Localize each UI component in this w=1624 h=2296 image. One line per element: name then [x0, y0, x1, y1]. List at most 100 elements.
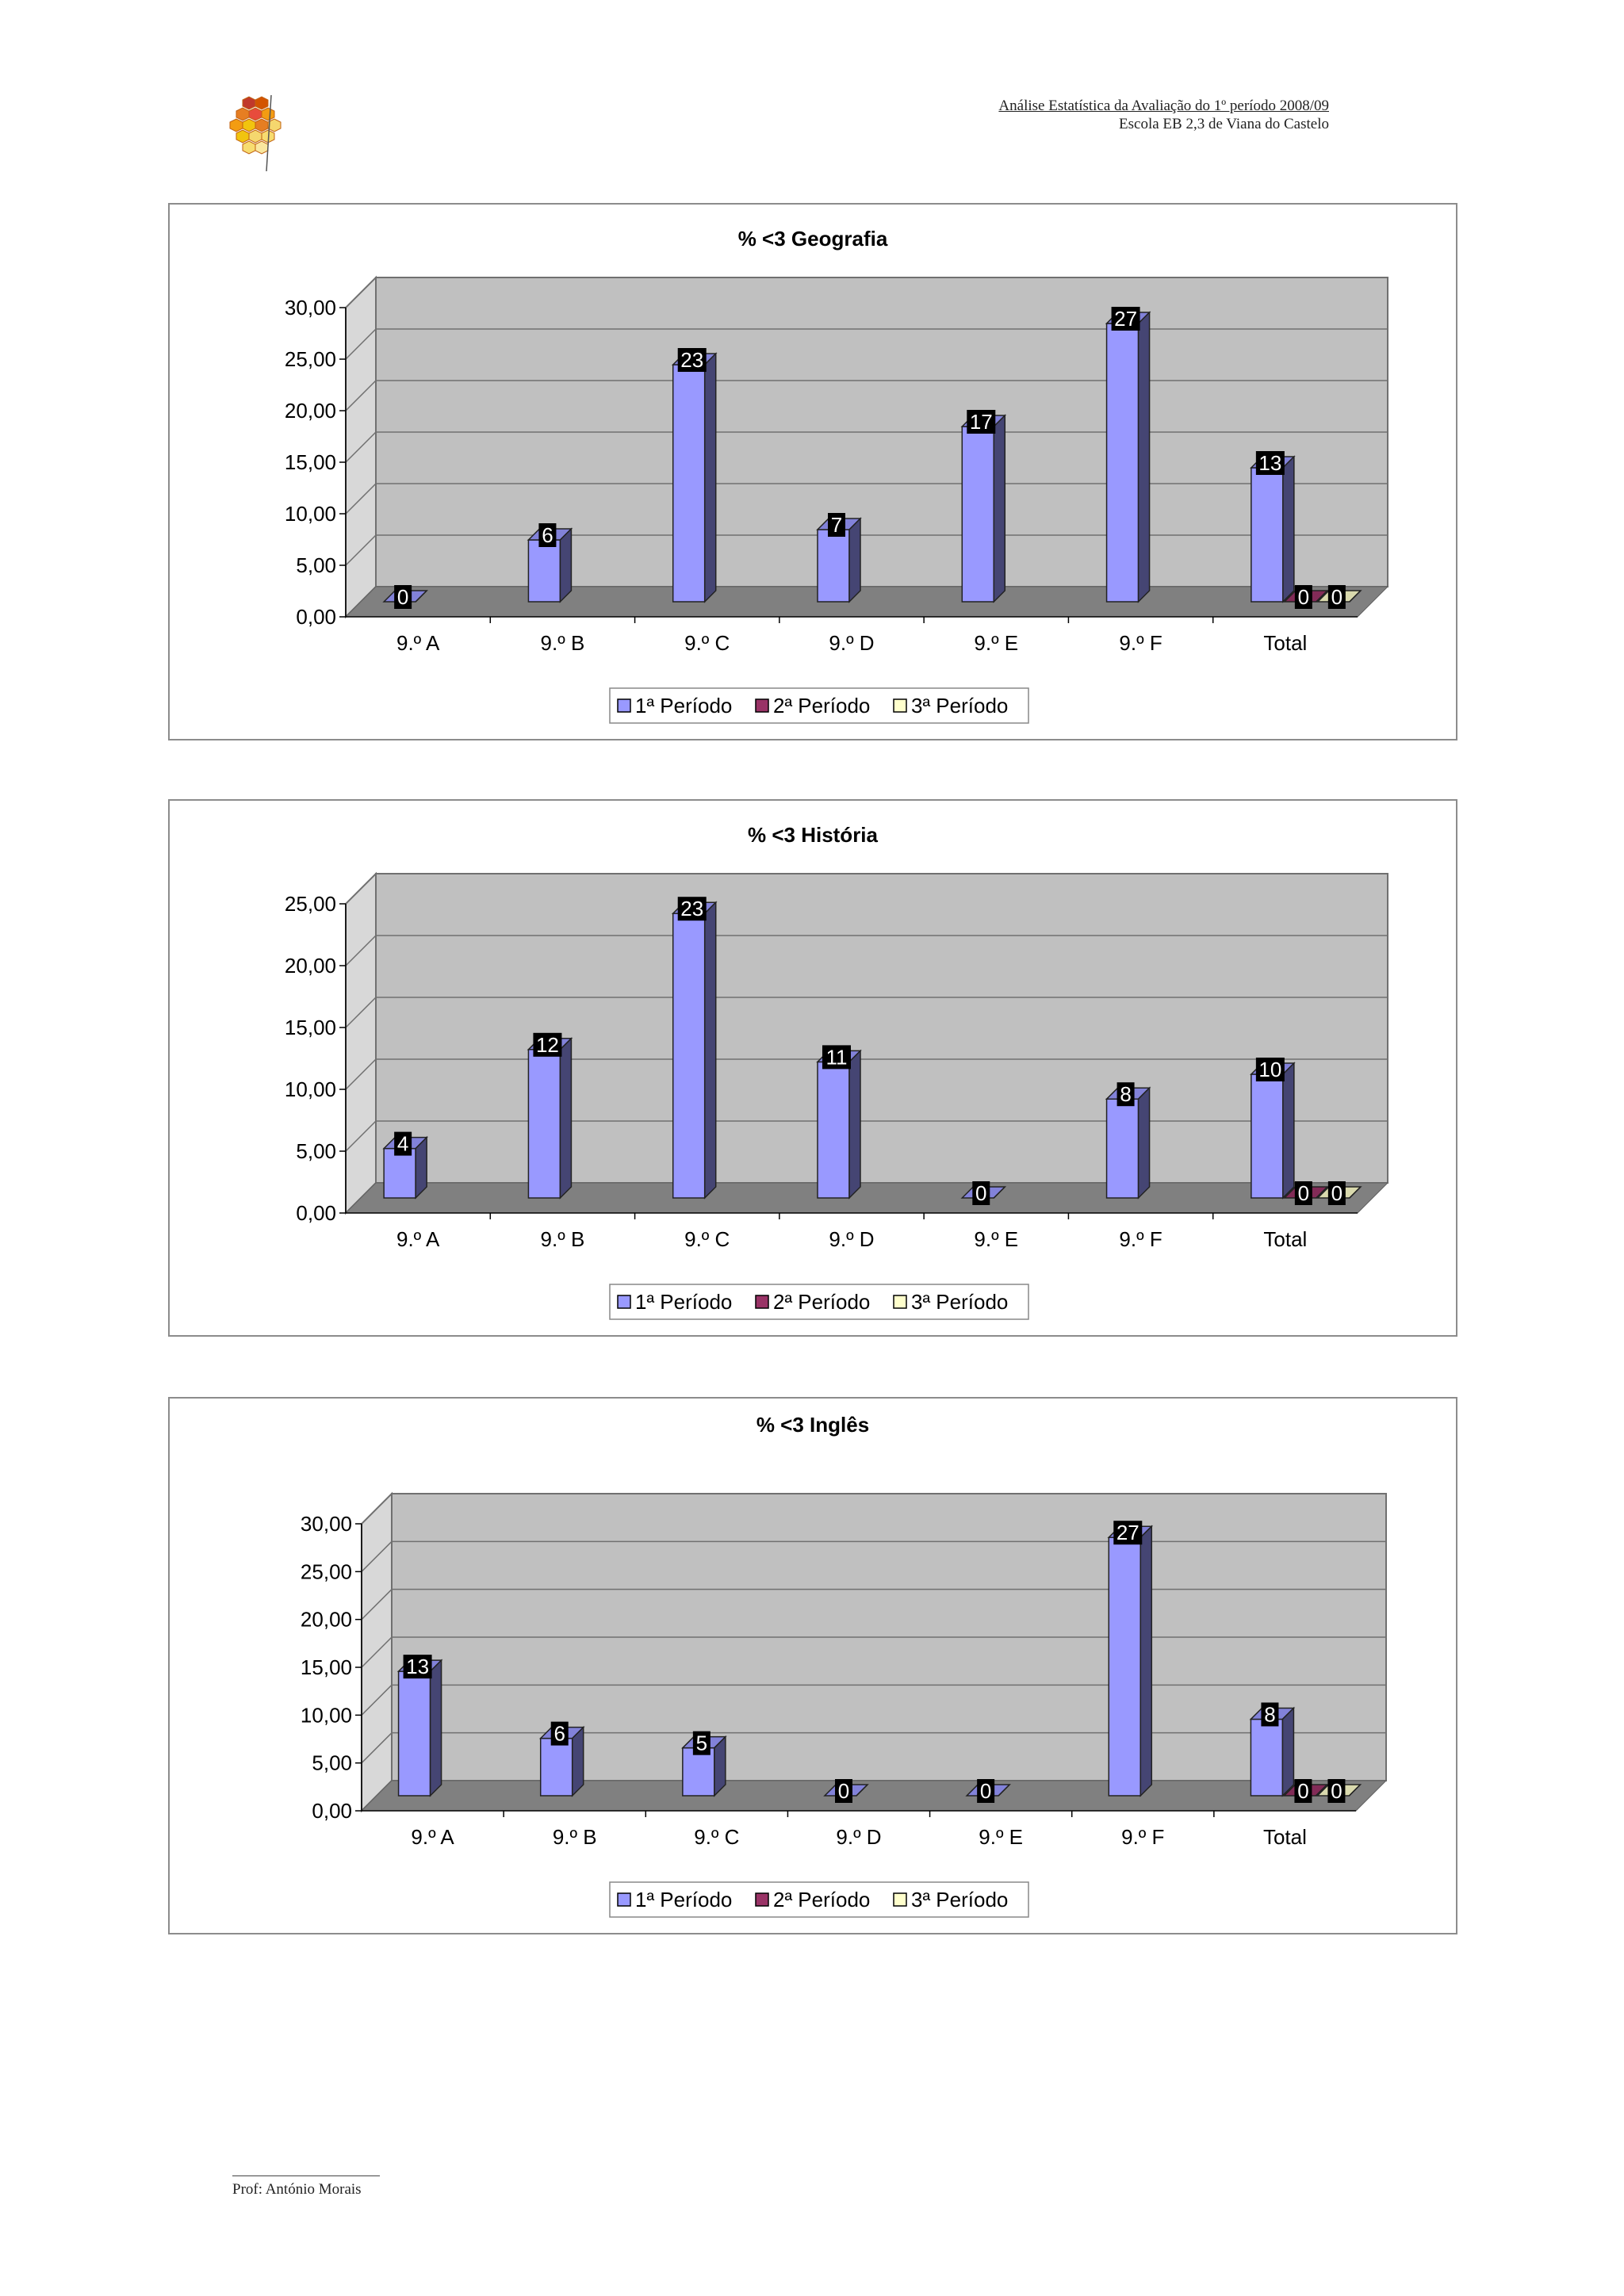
- bar-side: [415, 1135, 427, 1200]
- legend-box: [609, 1284, 1029, 1320]
- legend-label: 3ª Período: [911, 694, 1008, 718]
- plot-back-wall: [375, 873, 1388, 1184]
- bar-side: [1348, 1784, 1361, 1797]
- y-tick-label: 20,00: [285, 954, 336, 978]
- legend-label: 1ª Período: [635, 1290, 732, 1314]
- legend-swatch: [893, 698, 907, 713]
- header-title: Análise Estatística da Avaliação do 1º p…: [998, 98, 1329, 114]
- y-tick-label: 0,00: [296, 1201, 336, 1225]
- gridline-side: [361, 1540, 393, 1572]
- bar-side: [1282, 1062, 1295, 1200]
- document-header: Análise Estatística da Avaliação do 1º p…: [998, 97, 1329, 133]
- bar-side: [703, 352, 717, 603]
- bar-side: [1282, 455, 1295, 603]
- data-label: 8: [1120, 1082, 1131, 1106]
- data-label: 0: [1298, 585, 1309, 609]
- bar-1ª-período: 23: [671, 348, 718, 603]
- data-label: 0: [975, 1181, 986, 1205]
- gridline-side: [361, 1732, 393, 1764]
- gridline-side: [345, 1058, 377, 1090]
- bar-1ª-período: 0: [960, 1181, 1007, 1205]
- bar-1ª-período: 27: [1105, 307, 1151, 603]
- gridline-side: [345, 873, 377, 905]
- data-label: 0: [1331, 585, 1342, 609]
- x-tick-label: 9.º C: [694, 1825, 739, 1849]
- data-label: 0: [397, 585, 408, 609]
- y-tick-label: 10,00: [285, 1077, 336, 1101]
- legend-label: 2ª Período: [773, 1888, 870, 1911]
- x-tick-label: 9.º F: [1121, 1825, 1164, 1849]
- data-label-bg: [835, 1779, 852, 1803]
- bar-front: [383, 1147, 416, 1199]
- y-tick-label: 0,00: [296, 605, 336, 629]
- data-label-bg: [677, 897, 707, 921]
- bar-front: [1108, 1536, 1142, 1797]
- bar-1ª-período: 4: [382, 1131, 428, 1200]
- bar-1ª-período: 7: [816, 513, 862, 603]
- footer-author: Prof: António Morais: [232, 2181, 362, 2198]
- school-logo: [229, 94, 282, 172]
- data-label-bg: [1261, 1702, 1279, 1727]
- plot-floor: [344, 1182, 1389, 1214]
- gridline-side: [361, 1589, 393, 1621]
- gridline-side: [345, 997, 377, 1028]
- data-label-bg: [1113, 1521, 1143, 1545]
- chart-title: % <3 História: [748, 823, 879, 847]
- bar-side: [1316, 590, 1328, 603]
- legend-swatch: [893, 1892, 907, 1907]
- gridline-side: [345, 935, 377, 966]
- bar-2ª-período: 0: [1283, 1181, 1329, 1205]
- bar-1ª-período: 12: [527, 1032, 573, 1200]
- bar-front: [682, 1747, 715, 1797]
- y-tick-label: 25,00: [285, 892, 336, 916]
- bar-front: [1251, 467, 1284, 603]
- data-label-bg: [677, 348, 707, 372]
- data-label: 0: [1331, 1779, 1342, 1803]
- data-label-bg: [403, 1655, 432, 1679]
- data-label-bg: [1116, 1082, 1135, 1107]
- bar-front: [672, 364, 706, 603]
- legend-label: 2ª Período: [773, 1290, 870, 1314]
- data-label-bg: [977, 1779, 995, 1803]
- bar-side: [1349, 590, 1362, 603]
- x-tick-label: 9.º A: [396, 1227, 440, 1251]
- chart-svg: % <3 Inglês 0,00 5,00 10,00 15,00 20,00 25,00 3…: [301, 1413, 1388, 1918]
- x-tick-label: Total: [1263, 1825, 1307, 1849]
- chart-legend: 1ª Período 2ª Período 3ª Período: [609, 687, 1029, 724]
- chart-legend: 1ª Período 2ª Período 3ª Período: [609, 1284, 1029, 1320]
- bar-front: [527, 1049, 561, 1199]
- bar-side: [1316, 1186, 1328, 1199]
- y-tick-label: 10,00: [301, 1703, 352, 1727]
- x-tick-label: 9.º C: [684, 1227, 730, 1251]
- bar-side: [993, 1186, 1005, 1199]
- bar-side: [1349, 1186, 1362, 1199]
- legend-swatch: [755, 1295, 769, 1309]
- x-tick-label: 9.º D: [829, 631, 874, 655]
- legend-swatch: [755, 698, 769, 713]
- bar-1ª-período: 10: [1250, 1058, 1296, 1200]
- x-tick-label: 9.º A: [411, 1825, 454, 1849]
- chart-legend: 1ª Período 2ª Período 3ª Período: [609, 1881, 1029, 1918]
- data-label-bg: [822, 1045, 851, 1070]
- y-tick-label: 5,00: [312, 1751, 352, 1775]
- bar-1ª-período: 17: [960, 410, 1007, 603]
- bar-front: [1105, 323, 1139, 603]
- x-tick-label: 9.º B: [541, 1227, 585, 1251]
- x-tick-label: 9.º D: [829, 1227, 874, 1251]
- x-tick-label: Total: [1263, 1227, 1307, 1251]
- bar-1ª-período: 11: [816, 1045, 862, 1200]
- bar-side: [1137, 1086, 1151, 1200]
- bar-side: [856, 1784, 868, 1797]
- data-label: 0: [1331, 1181, 1342, 1205]
- chart-title: % <3 Inglês: [756, 1413, 869, 1437]
- bar-front: [527, 539, 561, 603]
- data-label-bg: [1111, 307, 1140, 331]
- bar-side: [429, 1659, 442, 1797]
- y-tick-label: 25,00: [285, 347, 336, 371]
- gridline-side: [361, 1493, 393, 1525]
- bar-side: [998, 1784, 1010, 1797]
- y-tick-label: 30,00: [301, 1512, 352, 1536]
- data-label-bg: [1327, 1181, 1346, 1205]
- data-label-bg: [967, 410, 996, 434]
- bar-side: [1139, 1525, 1153, 1797]
